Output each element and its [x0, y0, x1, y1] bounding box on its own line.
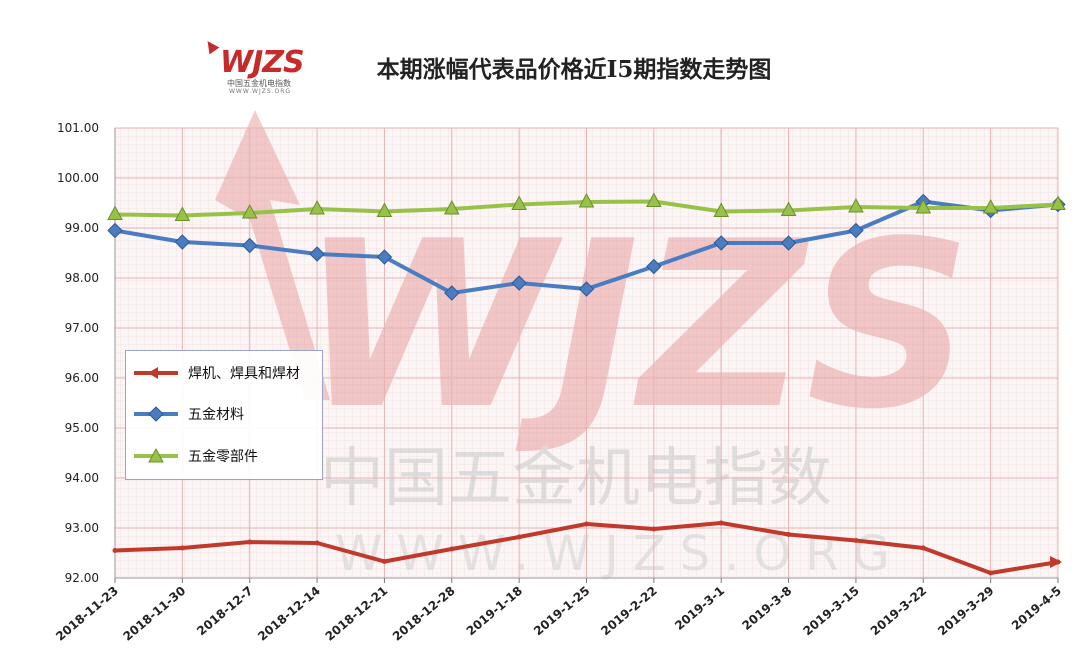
data-point — [107, 205, 123, 220]
data-point — [174, 234, 191, 250]
y-tick-label: 95.00 — [65, 421, 99, 435]
data-point — [920, 545, 926, 551]
data-point — [376, 202, 393, 217]
x-tick-label: 2019-2-22 — [598, 584, 659, 639]
legend-swatch-hardware-parts — [134, 446, 178, 466]
x-tick-label: 2018-12-7 — [194, 584, 255, 639]
x-tick-label: 2019-3-1 — [672, 584, 727, 633]
data-point — [112, 548, 118, 553]
data-point — [511, 195, 527, 210]
data-point — [848, 197, 864, 213]
chart-title: 本期涨幅代表品价格近I5期指数走势图 — [376, 56, 772, 83]
x-tick-label: 2019-1-18 — [464, 584, 525, 639]
logo-subtitle: 中国五金机电指数 — [227, 79, 291, 88]
data-point — [713, 202, 730, 217]
y-tick-label: 98.00 — [65, 271, 99, 285]
data-point — [449, 546, 455, 552]
y-tick-label: 94.00 — [65, 471, 99, 485]
y-tick-label: 100.00 — [57, 171, 99, 185]
legend-swatch-hardware-materials — [134, 404, 178, 424]
data-point — [651, 526, 657, 532]
legend-label-welding: 焊机、焊具和焊材 — [188, 366, 300, 382]
x-tick-label: 2018-12-28 — [390, 584, 458, 644]
watermark: WJZS 中国五金机电指数 WWW.WJZS.ORG — [215, 110, 972, 582]
logo-text: WJZS — [220, 45, 305, 80]
data-point — [309, 246, 325, 262]
x-tick-label: 2019-3-15 — [800, 584, 861, 639]
data-point — [443, 199, 460, 215]
legend-item-hardware-parts: 五金零部件 — [134, 446, 258, 466]
y-tick-label: 93.00 — [65, 521, 99, 535]
data-point — [516, 534, 522, 540]
data-point — [780, 201, 797, 216]
watermark-cn: 中国五金机电指数 — [320, 442, 832, 516]
x-tick-label: 2019-1-25 — [531, 584, 592, 639]
x-tick-label: 2019-3-22 — [868, 584, 929, 639]
y-tick-label: 99.00 — [65, 221, 99, 235]
x-tick-label: 2018-11-23 — [53, 584, 121, 644]
data-point — [853, 538, 859, 543]
logo-url: WWW.WJZS.ORG — [229, 88, 292, 95]
data-point — [179, 545, 185, 551]
data-point — [241, 203, 258, 219]
data-point — [376, 249, 393, 265]
legend-item-welding: 焊机、焊具和焊材 — [134, 363, 300, 383]
data-point — [915, 198, 932, 214]
data-point — [780, 235, 797, 251]
legend: 焊机、焊具和焊材 五金材料 五金零部件 — [125, 350, 323, 480]
legend-swatch-welding — [134, 363, 178, 383]
y-tick-label: 92.00 — [65, 571, 99, 585]
data-point — [511, 275, 527, 291]
data-point — [174, 206, 191, 221]
legend-label-hardware-parts: 五金零部件 — [188, 449, 258, 465]
data-point — [1050, 195, 1066, 210]
x-tick-label: 2019-3-8 — [739, 584, 794, 633]
y-tick-label: 96.00 — [65, 371, 99, 385]
logo: WJZS 中国五金机电指数 WWW.WJZS.ORG — [202, 37, 305, 98]
watermark-letters: WJZS — [300, 193, 972, 460]
y-tick-label: 101.00 — [57, 121, 99, 135]
data-point — [444, 285, 460, 301]
data-point — [309, 199, 325, 215]
x-tick-label: 2018-11-30 — [120, 584, 188, 644]
data-point — [988, 570, 994, 576]
x-tick-label: 2019-4-5 — [1009, 584, 1064, 633]
data-point — [718, 520, 724, 526]
data-point — [107, 222, 123, 239]
legend-item-hardware-materials: 五金材料 — [134, 404, 244, 424]
legend-label-hardware-materials: 五金材料 — [188, 407, 244, 423]
x-tick-label: 2018-12-14 — [255, 584, 323, 644]
data-point — [786, 532, 792, 537]
data-point — [584, 521, 589, 527]
data-point — [646, 192, 662, 207]
y-tick-label: 97.00 — [65, 321, 99, 335]
series-layer — [107, 192, 1066, 576]
data-point — [242, 237, 258, 254]
data-point — [578, 281, 595, 297]
data-point — [713, 235, 729, 251]
x-tick-label: 2019-3-29 — [935, 584, 996, 639]
data-point — [848, 222, 864, 239]
series-end-arrow — [1050, 556, 1062, 568]
data-point — [314, 540, 320, 546]
data-point — [578, 192, 595, 208]
data-point — [646, 258, 662, 275]
data-point — [381, 559, 387, 564]
x-tick-label: 2018-12-21 — [323, 584, 391, 644]
data-point — [982, 198, 999, 214]
data-point — [247, 539, 253, 545]
